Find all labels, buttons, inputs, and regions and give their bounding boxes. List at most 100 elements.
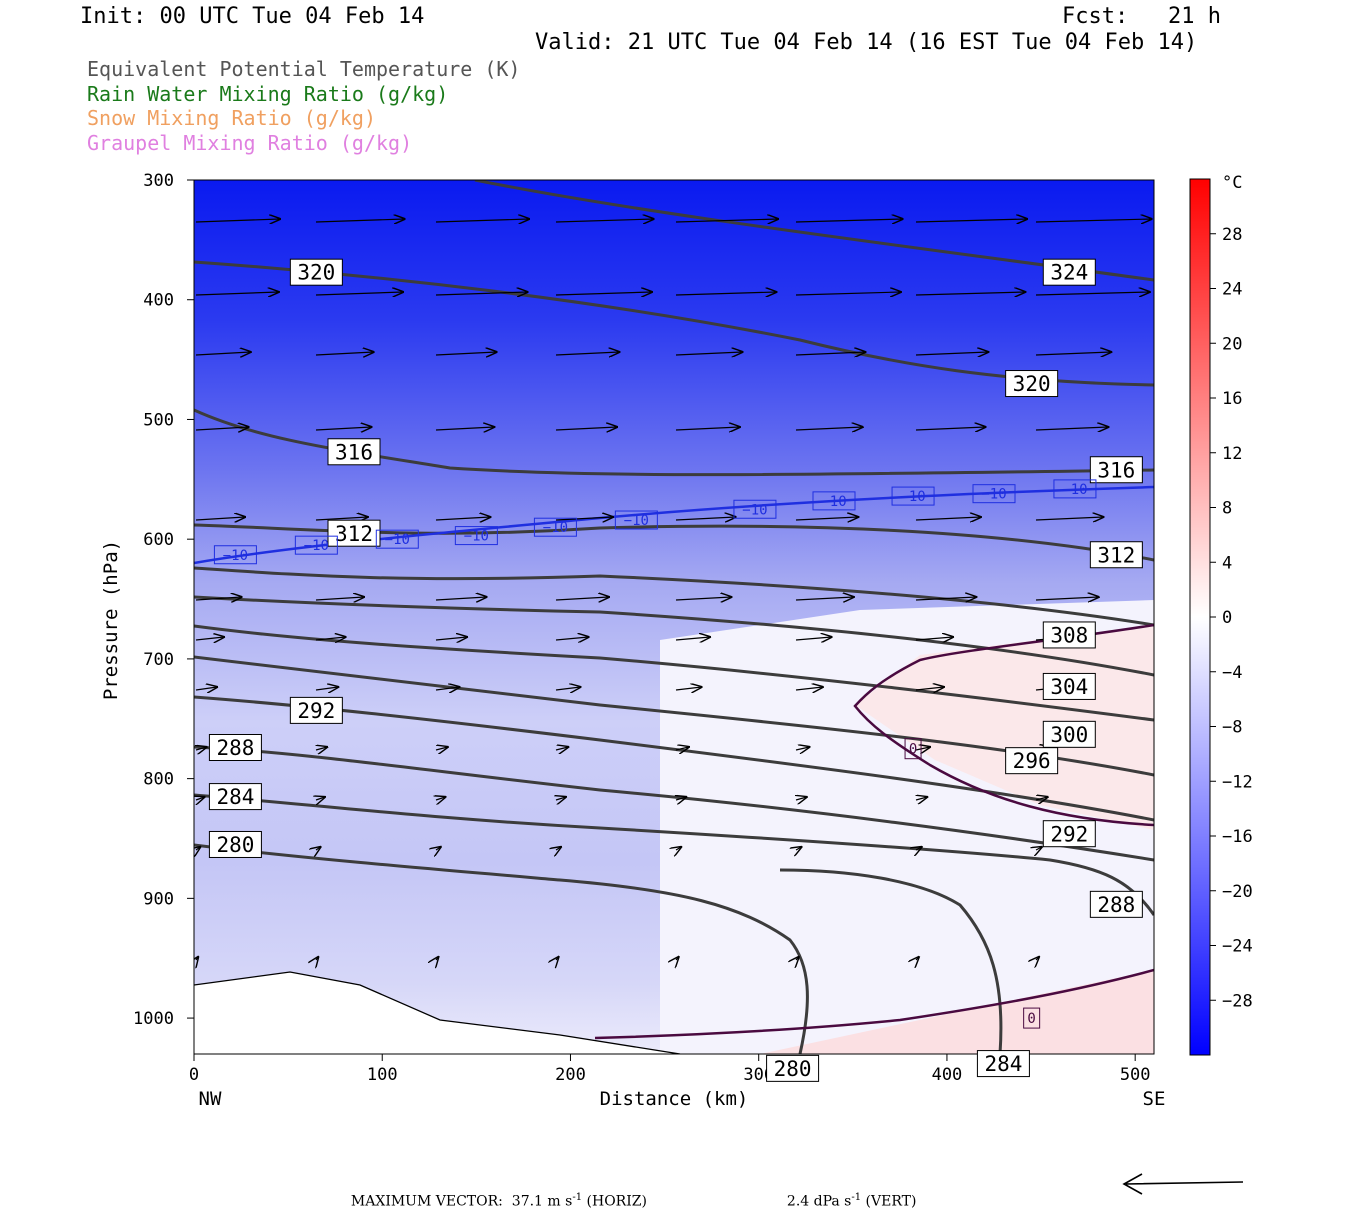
wind-vector-54 <box>915 637 953 640</box>
theta-e-contour-9 <box>194 745 1154 862</box>
x-tick-label-0: 0 <box>189 1065 199 1085</box>
wind-vector-82 <box>436 847 441 850</box>
cross-section-chart: 0 100 200 300 400 500300400500600700800900100… <box>100 171 1253 1110</box>
temp-label-box <box>614 510 658 530</box>
theta-e-contour-1 <box>194 260 1154 387</box>
wind-vector-25 <box>315 427 371 430</box>
temp-label: −10 <box>223 548 248 564</box>
wind-vector-35 <box>555 517 613 520</box>
colorbar-tick-label-24: 24 <box>1222 280 1242 300</box>
wind-vector-23 <box>1035 352 1111 355</box>
plot-area <box>194 180 1154 1054</box>
colorbar-tick-label--8: −8 <box>1222 718 1242 738</box>
theta-label-box <box>1089 456 1143 484</box>
wind-vector-61 <box>795 687 823 690</box>
colorbar-tick-label-4: 4 <box>1222 553 1232 573</box>
wind-vector-91 <box>556 957 558 960</box>
x-endpoint-se: SE <box>1143 1088 1166 1110</box>
wind-vector-11 <box>555 292 652 295</box>
wind-vector-10 <box>435 292 527 295</box>
wind-vector-47 <box>1035 597 1099 600</box>
temp-label: 0 <box>909 742 917 758</box>
theta-label: 300 <box>1050 723 1088 747</box>
theta-label: 320 <box>1013 372 1051 396</box>
temp-label: −10 <box>464 529 489 545</box>
theta-label-box <box>1042 621 1096 649</box>
temp-label-box <box>1053 479 1097 499</box>
wind-vector-72 <box>196 797 204 800</box>
theta-label: 320 <box>297 261 335 285</box>
theta-label-box <box>208 830 262 858</box>
theta-label: 296 <box>1013 749 1051 773</box>
theta-label-box <box>976 1050 1030 1078</box>
x-endpoint-nw: NW <box>199 1088 222 1110</box>
wind-vector-15 <box>1035 292 1150 295</box>
theta-label-box <box>327 519 381 547</box>
wind-vector-12 <box>675 292 776 295</box>
terrain-line <box>194 971 681 1054</box>
max-vector-horiz-tag: (HORIZ) <box>582 1193 647 1210</box>
wind-vector-45 <box>795 597 854 600</box>
theta-label-box <box>289 696 343 724</box>
theta-label-box <box>1042 672 1096 700</box>
max-vector-exp: -1 <box>572 1192 583 1203</box>
wind-vector-27 <box>555 427 617 430</box>
theta-label: 312 <box>1097 543 1135 567</box>
colorbar-tick-label--12: −12 <box>1222 772 1253 792</box>
y-tick-label-1000: 1000 <box>133 1009 174 1029</box>
theta-label-box <box>289 258 343 286</box>
theta-label-box <box>1042 258 1096 286</box>
max-vector-text: MAXIMUM VECTOR: 37.1 m s <box>350 1193 573 1210</box>
wind-vector-48 <box>195 637 224 640</box>
wind-vector-14 <box>915 292 1025 295</box>
wind-vector-37 <box>795 517 858 520</box>
temp-label-box <box>812 491 856 511</box>
theta-label: 288 <box>1097 893 1135 917</box>
reference-vector-icon <box>1122 1173 1244 1195</box>
theta-label-box <box>1005 370 1059 398</box>
theta-label-box <box>327 438 381 466</box>
temp-label-box <box>1023 1007 1041 1029</box>
colorbar-tick-label--28: −28 <box>1222 991 1253 1011</box>
x-tick-label-200: 200 <box>555 1065 586 1085</box>
wind-vector-19 <box>555 352 619 355</box>
wind-vector-30 <box>915 427 985 430</box>
legend-theta-e: Equivalent Potential Temperature (K) <box>87 57 521 81</box>
wind-vector-49 <box>315 637 346 640</box>
colorbar-tick-label-0: 0 <box>1222 608 1232 628</box>
wind-vector-80 <box>196 847 200 850</box>
theta-label-box <box>1089 541 1143 569</box>
wind-vector-74 <box>436 797 445 800</box>
theta-e-contour-7 <box>194 655 1154 777</box>
theta-label-box <box>208 783 262 811</box>
temp-label-box <box>533 517 577 537</box>
wind-vector-68 <box>675 747 689 750</box>
theta-label: 284 <box>984 1052 1022 1076</box>
y-tick-label-800: 800 <box>143 770 174 790</box>
wind-vector-0 <box>195 219 280 222</box>
temp-label: −10 <box>900 489 925 505</box>
wind-vector-62 <box>915 687 944 690</box>
wind-vector-13 <box>795 292 901 295</box>
wind-vector-40 <box>195 597 242 600</box>
temp-label-box <box>891 486 935 506</box>
colorbar-tick-label-8: 8 <box>1222 499 1232 519</box>
wind-vector-38 <box>915 517 981 520</box>
wind-vector-86 <box>916 847 922 850</box>
theta-e-contour-12 <box>779 868 1003 1054</box>
wind-vector-34 <box>435 517 490 520</box>
terrain-mask <box>194 972 680 1054</box>
wind-vector-16 <box>195 352 251 355</box>
wind-vector-59 <box>555 687 580 690</box>
wind-vector-42 <box>435 597 486 600</box>
theta-label: 324 <box>1050 261 1088 285</box>
wind-vector-28 <box>675 427 740 430</box>
wind-vector-4 <box>675 219 778 222</box>
wind-vector-90 <box>436 957 438 960</box>
theta-e-contour-11 <box>194 843 809 1054</box>
temp-label: −10 <box>543 520 568 536</box>
wind-vector-57 <box>315 687 338 690</box>
wind-vector-18 <box>435 352 496 355</box>
theta-e-contour-3 <box>194 523 1154 562</box>
